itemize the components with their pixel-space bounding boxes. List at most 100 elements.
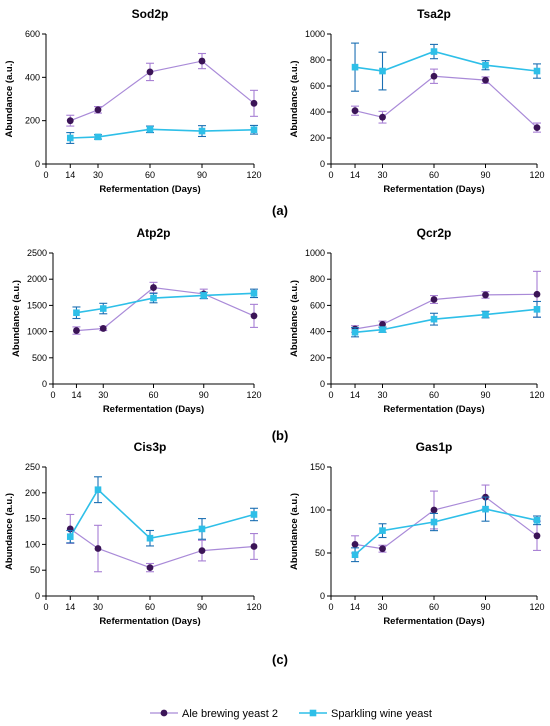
x-tick-label: 60 [148, 390, 158, 400]
chart-gas1p: Gas1p 0 50 100 150 0 14 30 60 90 120 Refermentation… [289, 440, 545, 627]
data-point [379, 545, 386, 553]
data-point [351, 328, 359, 336]
series-ale-brewing-yeast-2 [351, 484, 541, 554]
data-point [66, 117, 74, 125]
x-tick-label: 120 [529, 390, 544, 400]
data-point [379, 320, 386, 328]
x-tick-label: 90 [480, 170, 490, 180]
data-point [198, 57, 206, 65]
x-tick-label: 90 [197, 602, 207, 612]
y-tick-label: 100 [310, 505, 325, 515]
y-tick-label: 200 [25, 116, 40, 126]
y-tick-label: 200 [310, 353, 325, 363]
chart-atp2p: Atp2p 0 500 1000 1500 2000 2500 0 14 30 60 90 120 Ref… [11, 226, 262, 415]
y-tick-label: 500 [32, 353, 47, 363]
legend-sparkling-marker [309, 709, 317, 717]
panel-label-b: (b) [272, 428, 289, 443]
x-tick-label: 120 [529, 602, 544, 612]
data-point [198, 127, 206, 135]
panel-label-a: (a) [272, 203, 288, 218]
data-point [146, 564, 154, 572]
chart-title: Atp2p [137, 226, 171, 240]
y-tick-label: 600 [310, 81, 325, 91]
legend: Ale brewing yeast 2 Sparkling wine yeast [150, 708, 432, 720]
data-point [351, 63, 359, 71]
series-sparkling-wine-yeast [351, 496, 541, 563]
data-point [150, 294, 157, 302]
x-tick-label: 30 [93, 170, 103, 180]
y-tick-label: 0 [320, 159, 325, 169]
y-tick-label: 400 [310, 107, 325, 117]
data-point [150, 284, 157, 291]
x-tick-label: 14 [71, 390, 81, 400]
series-ale-brewing-yeast-2 [351, 270, 541, 333]
data-point [351, 541, 359, 548]
y-tick-label: 1000 [305, 29, 325, 39]
y-axis-label: Abundance (a.u.) [4, 493, 15, 570]
y-tick-label: 0 [320, 379, 325, 389]
series-sparkling-wine-yeast [351, 300, 541, 338]
data-point [430, 518, 438, 526]
data-point [198, 525, 206, 533]
chart-sod2p: Sod2p 0 200 400 600 0 14 30 60 90 120 Refermentatio… [4, 7, 262, 195]
y-tick-label: 0 [35, 591, 40, 601]
data-point [482, 61, 489, 69]
data-point [198, 547, 206, 554]
data-point [99, 305, 107, 312]
x-tick-label: 120 [246, 602, 261, 612]
x-tick-label: 60 [429, 170, 439, 180]
legend-label-ale: Ale brewing yeast 2 [182, 708, 278, 720]
x-tick-label: 14 [350, 602, 360, 612]
x-tick-label: 120 [246, 390, 261, 400]
data-point [66, 533, 74, 540]
y-tick-label: 50 [30, 565, 40, 575]
y-tick-label: 150 [310, 462, 325, 472]
y-axis-label: Abundance (a.u.) [4, 60, 15, 137]
chart-title: Gas1p [416, 440, 453, 454]
legend-ale-marker [160, 709, 168, 717]
data-point [430, 315, 438, 323]
series-line [354, 496, 538, 550]
y-tick-label: 600 [310, 300, 325, 310]
x-tick-label: 0 [328, 390, 333, 400]
x-tick-label: 30 [377, 602, 387, 612]
x-tick-label: 30 [377, 390, 387, 400]
chart-qcr2p: Qcr2p 0 200 400 600 800 1000 0 14 30 60 90 120 Referm… [289, 226, 545, 415]
data-point [146, 534, 154, 542]
y-tick-label: 0 [42, 379, 47, 389]
data-point [533, 67, 541, 75]
data-point [430, 48, 438, 55]
y-tick-label: 1000 [305, 248, 325, 258]
x-tick-label: 14 [350, 170, 360, 180]
y-tick-label: 150 [25, 514, 40, 524]
x-tick-label: 30 [377, 170, 387, 180]
data-point [146, 126, 154, 133]
data-point [94, 486, 102, 494]
y-tick-label: 600 [25, 29, 40, 39]
data-point [482, 76, 489, 84]
x-tick-label: 60 [429, 602, 439, 612]
y-axis-label: Abundance (a.u.) [289, 280, 300, 357]
data-point [250, 290, 258, 297]
y-axis-label: Abundance (a.u.) [11, 280, 22, 357]
chart-title: Sod2p [132, 7, 169, 21]
data-point [533, 290, 541, 298]
y-tick-label: 1500 [27, 300, 47, 310]
series-ale-brewing-yeast-2 [351, 68, 541, 133]
y-tick-label: 2000 [27, 274, 47, 284]
chart-tsa2p: Tsa2p 0 200 400 600 800 1000 0 14 30 60 90 120 Referm… [289, 7, 545, 195]
data-point [533, 532, 541, 540]
data-point [99, 325, 107, 332]
data-point [250, 511, 258, 518]
series-sparkling-wine-yeast [351, 42, 541, 92]
x-tick-label: 120 [529, 170, 544, 180]
data-point [482, 291, 489, 299]
data-point [351, 551, 359, 559]
data-point [250, 126, 258, 134]
data-point [430, 296, 438, 303]
data-point [430, 506, 438, 514]
series-sparkling-wine-yeast [72, 288, 258, 320]
y-tick-label: 800 [310, 274, 325, 284]
